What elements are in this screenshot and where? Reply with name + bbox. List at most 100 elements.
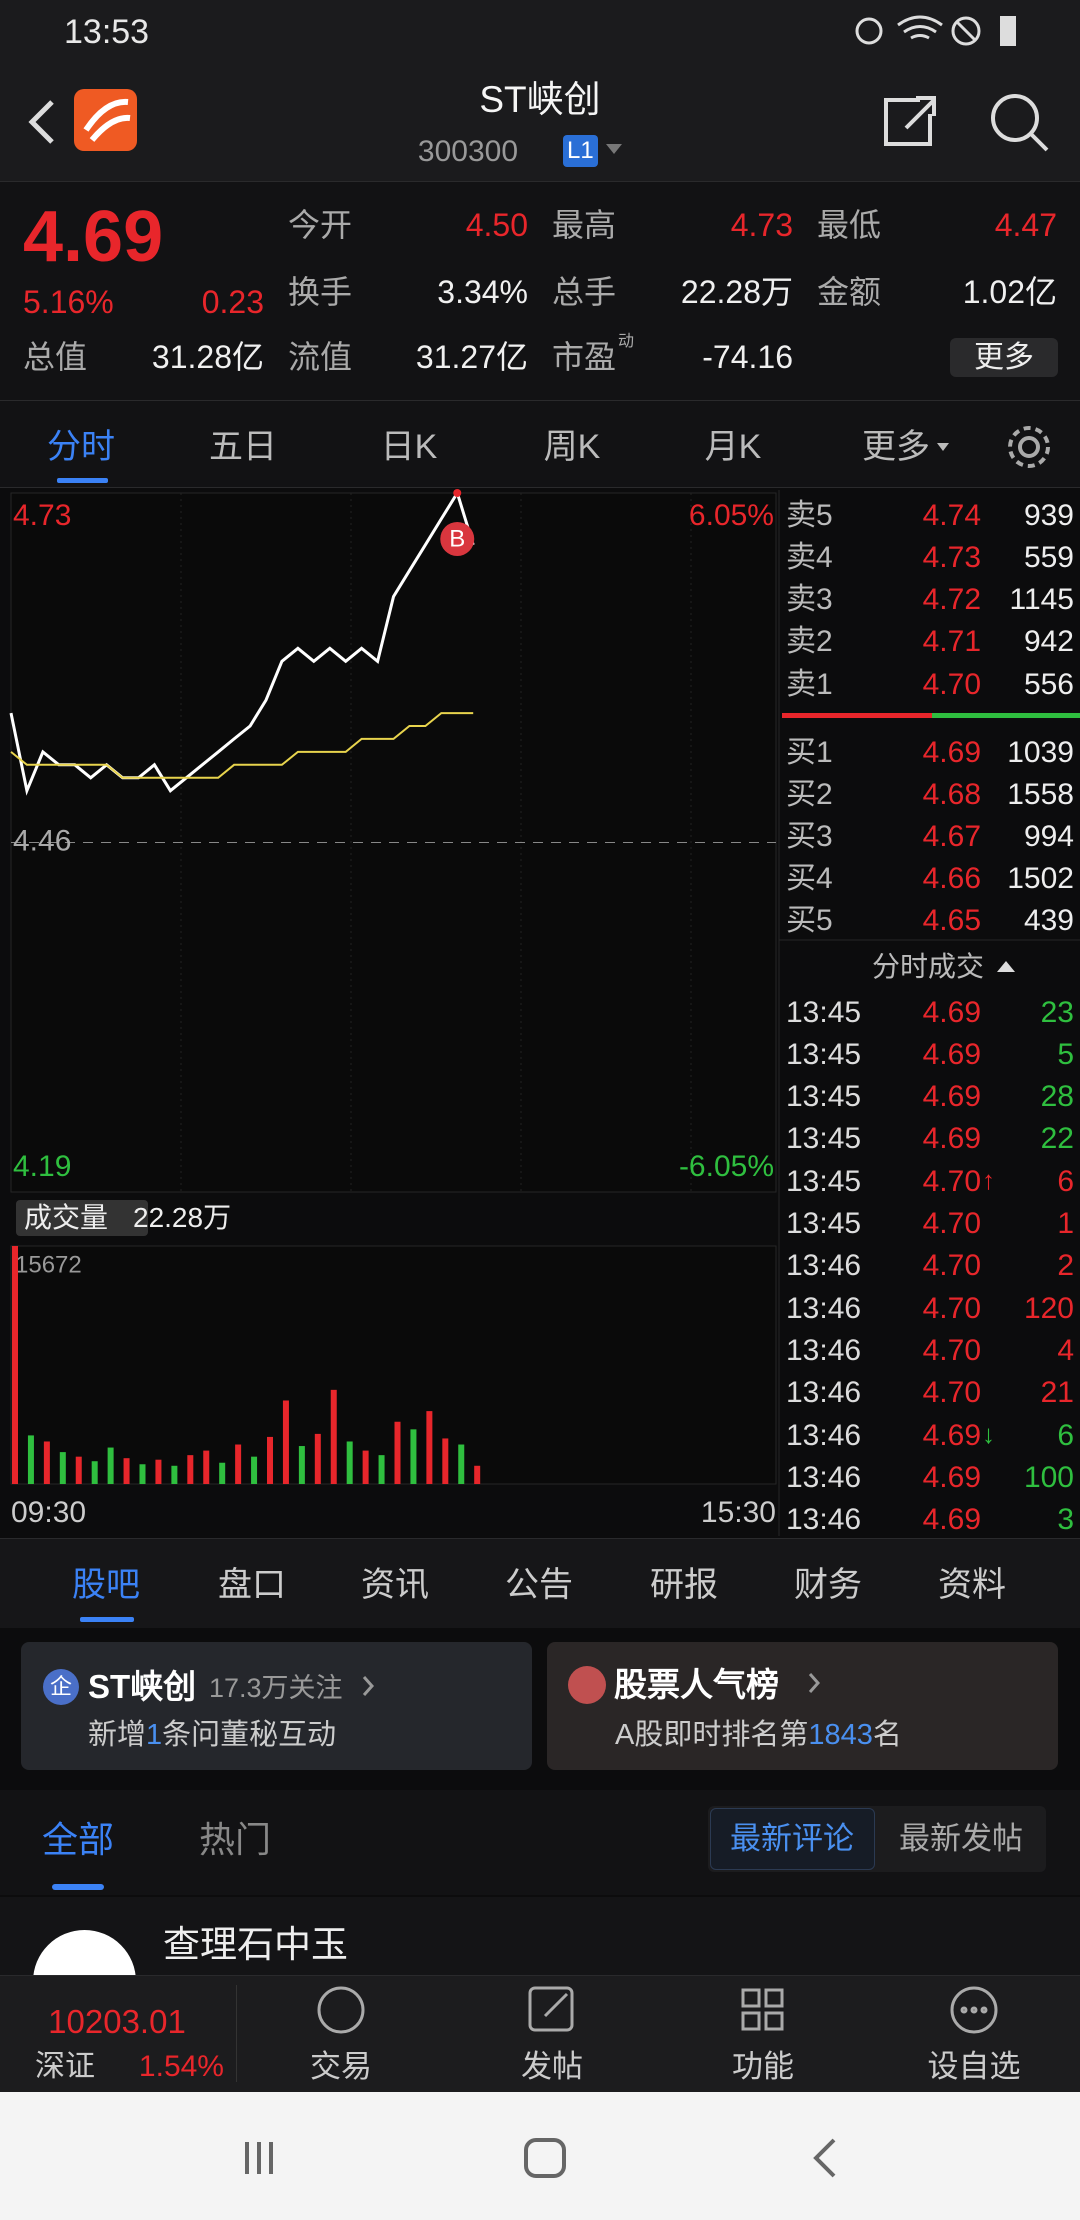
post-author[interactable]: 查理石中玉 [163, 1923, 348, 1965]
dropdown-caret [937, 443, 949, 451]
book-price: 4.69 [922, 735, 981, 769]
bottom-button[interactable]: 设自选 [927, 2048, 1021, 2084]
trade-time: 13:45 [786, 1207, 862, 1240]
stat-label: 总值 [23, 339, 88, 376]
period-tab[interactable]: 分时 [47, 427, 115, 466]
stat-value: 4.47 [994, 207, 1057, 244]
book-volume: 1558 [1007, 777, 1074, 811]
index-value[interactable]: 10203.01 [48, 2002, 186, 2040]
card-2-bg[interactable] [547, 1642, 1058, 1770]
card-text: 新增1条问董秘互动 [88, 1717, 336, 1755]
y-tick-label: 4.19 [13, 1150, 71, 1183]
bottom-button[interactable]: 交易 [310, 2048, 372, 2084]
card-text-part: 1843 [808, 1719, 873, 1752]
volume-bar [426, 1411, 433, 1484]
trade-arrow: ↑ [982, 1165, 995, 1196]
trade-volume: 28 [1040, 1080, 1074, 1114]
book-volume: 559 [1023, 540, 1074, 574]
filter-tab[interactable]: 全部 [41, 1818, 114, 1860]
trade-price: 4.69 [922, 995, 981, 1029]
price-line [9, 489, 475, 796]
trade-price: 4.69 [922, 1503, 981, 1537]
volume-bar [442, 1438, 449, 1484]
x-label: 15:30 [700, 1495, 776, 1529]
book-volume: 556 [1023, 667, 1074, 701]
book-volume: 1039 [1007, 735, 1074, 769]
volume-bar [123, 1458, 130, 1484]
section-tab[interactable]: 盘口 [218, 1565, 286, 1604]
section-tab[interactable]: 研报 [650, 1565, 718, 1604]
volume-label[interactable]: 成交量 [16, 1199, 149, 1237]
more-button[interactable]: 更多 [950, 337, 1058, 377]
card-title[interactable]: 股票人气榜 [614, 1665, 779, 1703]
stat-value: 31.28亿 [151, 339, 264, 376]
book-label: 买5 [786, 903, 833, 937]
section-tab[interactable]: 资料 [938, 1565, 1006, 1604]
trade-volume: 21 [1040, 1376, 1074, 1410]
stat-value: -74.16 [702, 339, 793, 376]
trades-title[interactable]: 分时成交 [871, 950, 984, 982]
section-tab[interactable]: 财务 [794, 1565, 862, 1604]
trade-volume: 100 [1023, 1460, 1074, 1494]
book-label: 买3 [786, 819, 833, 853]
sort-option[interactable]: 最新发帖 [899, 1820, 1023, 1856]
book-price: 4.67 [922, 819, 981, 853]
bottom-button[interactable]: 功能 [732, 2048, 794, 2084]
section-tabs-bg [0, 1538, 1080, 1628]
book-volume: 942 [1023, 625, 1074, 659]
filter-tab[interactable]: 热门 [198, 1818, 271, 1860]
trade-price: 4.70 [922, 1333, 981, 1367]
book-label: 卖4 [786, 540, 833, 574]
stat-value: 1.02亿 [962, 274, 1057, 311]
volume-bar [12, 1246, 18, 1484]
period-tab[interactable]: 周K [543, 427, 601, 466]
price-line [10, 712, 474, 779]
book-label: 卖3 [786, 583, 833, 617]
book-volume: 439 [1023, 903, 1074, 937]
trade-arrow: ↓ [982, 1419, 995, 1450]
trade-time: 13:46 [786, 1249, 862, 1283]
trade-volume: 120 [1023, 1291, 1074, 1325]
volume-bar [267, 1436, 273, 1484]
volume-bar [298, 1446, 305, 1484]
trade-price: 4.69 [922, 1418, 981, 1452]
section-tab[interactable]: 资讯 [361, 1565, 429, 1604]
section-tab[interactable]: 股吧 [72, 1565, 140, 1604]
volume-bar [27, 1435, 34, 1484]
change-pct: 5.16% [23, 284, 114, 321]
volume-bar [155, 1459, 162, 1484]
trade-volume: 1 [1057, 1207, 1074, 1240]
trade-price: 4.69 [922, 1037, 981, 1071]
stat-value: 22.28万 [680, 274, 793, 311]
period-tab[interactable]: 月K [704, 427, 762, 466]
trade-time: 13:46 [786, 1376, 862, 1410]
volume-plot-bg [10, 1245, 777, 1485]
y-tick-label: 4.46 [13, 824, 71, 857]
book-price: 4.66 [922, 861, 981, 895]
card-1-bg[interactable] [21, 1642, 532, 1770]
volume-bar [330, 1389, 337, 1484]
card-title[interactable]: ST峡创 [88, 1667, 197, 1705]
section-tab[interactable]: 公告 [505, 1565, 573, 1604]
annotation-badge [440, 522, 475, 556]
trade-volume: 6 [1057, 1418, 1074, 1452]
volume-total: 22.28万 [133, 1201, 232, 1233]
book-volume: 939 [1023, 498, 1074, 532]
period-tab[interactable]: 日K [380, 427, 438, 466]
trade-time: 13:46 [786, 1460, 862, 1494]
bottom-button[interactable]: 发帖 [521, 2048, 583, 2084]
period-tab[interactable]: 更多 [862, 427, 930, 466]
volume-bar [187, 1455, 194, 1484]
y2-tick-label: 6.05% [689, 499, 774, 532]
volume-bar [107, 1447, 114, 1484]
period-tab[interactable]: 五日 [209, 427, 277, 466]
peak-dot [453, 489, 462, 497]
stock-code: 300300 [417, 134, 518, 168]
trade-time: 13:45 [786, 1080, 862, 1114]
sort-active-bg[interactable] [710, 1808, 875, 1870]
sort-option[interactable]: 最新评论 [730, 1820, 854, 1856]
volume-bar [251, 1456, 258, 1484]
trade-time: 13:45 [786, 995, 862, 1029]
card-text-part: 条问董秘互动 [162, 1719, 337, 1752]
